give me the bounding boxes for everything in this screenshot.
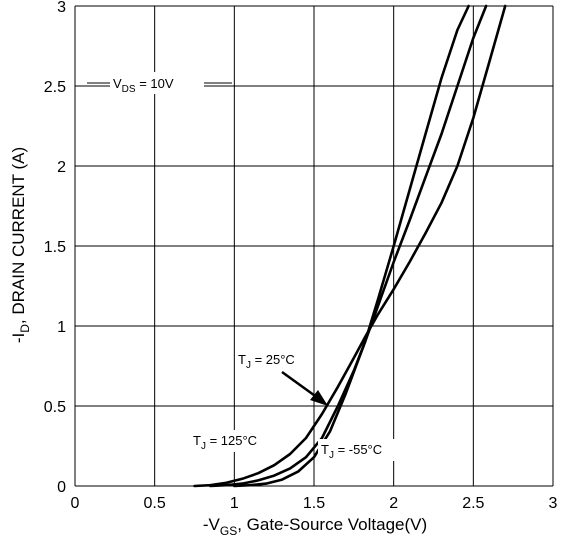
y-axis-label: -ID, DRAIN CURRENT (A) [9,147,32,343]
y-tick-label: 0 [57,479,66,496]
series-label-minus55c: TJ = -55°C [321,442,382,461]
y-tick-label: 0.5 [44,399,66,416]
series-label-125c: TJ = 125°C [193,433,257,452]
series-line-125c [193,4,507,488]
y-tick-label: 3 [57,0,66,16]
x-tick-labels: 0 0.5 1 1.5 2 2.5 3 [71,495,558,512]
y-tick-label: 2.5 [44,79,66,96]
x-tick-label: 3 [549,495,558,512]
x-axis-label: -VGS, Gate-Source Voltage(V) [203,515,427,538]
arrow-25c-head [310,390,328,406]
x-tick-label: 0.5 [144,495,166,512]
y-tick-label: 1 [57,319,66,336]
x-tick-label: 2 [389,495,398,512]
x-tick-label: 2.5 [462,495,484,512]
arrow-25c-shaft [281,370,319,400]
y-tick-labels: 0 0.5 1 1.5 2 2.5 3 [44,0,66,496]
y-tick-label: 1.5 [44,239,66,256]
series-lines [193,4,507,488]
series-label-25c: TJ = 25°C [238,352,295,371]
x-tick-label: 0 [71,495,80,512]
x-tick-label: 1.5 [303,495,325,512]
x-tick-label: 1 [230,495,239,512]
vds-annotation: VDS = 10V [113,76,174,95]
series-line-minus55c [233,4,470,488]
y-tick-label: 2 [57,159,66,176]
